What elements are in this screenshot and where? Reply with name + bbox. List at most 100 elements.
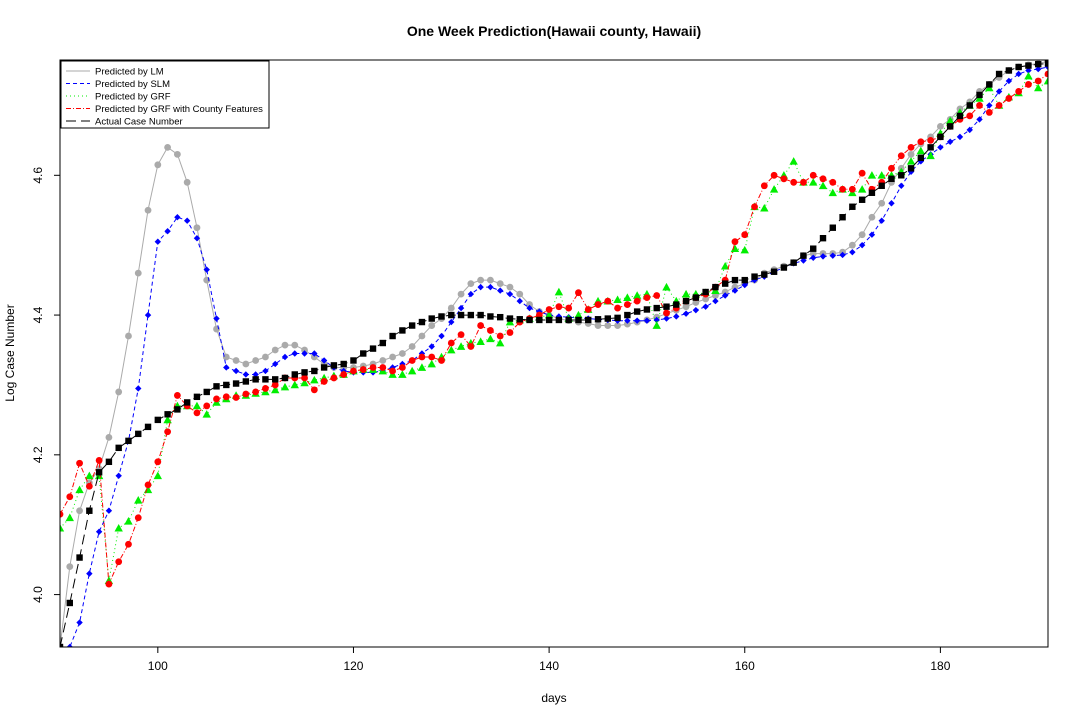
data-point — [673, 301, 680, 308]
plot-area — [57, 60, 1048, 667]
data-point — [477, 322, 485, 329]
data-point — [57, 661, 63, 667]
data-point — [702, 288, 709, 296]
data-point — [262, 385, 269, 392]
data-point — [790, 259, 797, 266]
data-point — [252, 376, 259, 383]
data-point — [134, 496, 143, 504]
data-point — [154, 161, 162, 169]
data-point — [1005, 95, 1013, 102]
data-point — [516, 316, 523, 323]
data-point — [105, 458, 113, 466]
data-point — [487, 276, 494, 284]
data-point — [800, 178, 807, 186]
data-point — [496, 280, 504, 288]
data-point — [291, 350, 298, 357]
data-point — [330, 374, 338, 382]
data-point — [663, 309, 670, 317]
data-point — [193, 409, 201, 417]
data-point — [350, 367, 357, 375]
data-point — [976, 91, 983, 99]
data-point — [907, 150, 915, 158]
data-point — [467, 343, 475, 350]
data-point — [496, 313, 504, 321]
data-point — [760, 203, 769, 212]
data-point — [222, 393, 230, 401]
data-point — [1005, 67, 1013, 74]
data-point — [927, 136, 935, 144]
data-point — [526, 301, 533, 308]
data-point — [976, 102, 983, 109]
data-point — [281, 353, 289, 361]
data-point — [731, 283, 739, 291]
data-point — [673, 313, 680, 320]
data-point — [66, 563, 74, 571]
chart-title: One Week Prediction(Hawaii county, Hawai… — [407, 23, 701, 39]
data-point — [281, 341, 289, 349]
data-point — [633, 297, 641, 305]
series-actual-case-number — [60, 60, 1048, 647]
data-point — [946, 138, 954, 145]
data-point — [809, 171, 817, 179]
data-point — [878, 182, 885, 189]
data-point — [428, 315, 435, 322]
data-point — [457, 290, 465, 298]
data-point — [448, 311, 455, 319]
data-point — [545, 316, 553, 324]
data-point — [95, 528, 103, 535]
data-point — [144, 423, 152, 431]
data-point — [829, 224, 836, 231]
data-point — [252, 371, 259, 378]
data-point — [447, 345, 456, 354]
data-point — [360, 350, 367, 357]
data-point — [379, 357, 387, 364]
data-point — [937, 144, 944, 151]
data-point — [86, 507, 93, 514]
data-point — [428, 343, 435, 350]
data-point — [174, 406, 181, 413]
data-point — [496, 332, 504, 340]
y-tick-label: 4.6 — [31, 167, 45, 184]
data-point — [252, 357, 260, 364]
data-point — [555, 316, 563, 324]
data-point — [956, 112, 964, 120]
data-point — [839, 251, 846, 259]
data-point — [311, 350, 318, 357]
data-point — [1025, 67, 1032, 74]
data-point — [907, 143, 915, 151]
series-predicted-by-lm — [60, 60, 1048, 647]
data-point — [1034, 77, 1042, 85]
data-point — [554, 287, 564, 296]
data-point — [144, 311, 152, 319]
data-point — [1015, 70, 1022, 78]
series-predicted-by-grf — [60, 71, 1048, 584]
data-point — [623, 320, 631, 328]
y-tick-label: 4.4 — [31, 306, 45, 323]
data-point — [574, 310, 583, 319]
data-point — [516, 290, 524, 298]
data-point — [769, 185, 779, 193]
data-point — [164, 228, 171, 235]
data-point — [741, 281, 748, 289]
data-point — [1015, 63, 1022, 71]
data-point — [1035, 60, 1042, 68]
data-point — [917, 138, 925, 146]
data-point — [291, 371, 298, 378]
data-point — [114, 524, 123, 532]
data-point — [125, 437, 132, 445]
data-point — [477, 311, 484, 319]
data-point — [496, 287, 504, 294]
data-point — [506, 283, 514, 291]
data-point — [1025, 62, 1032, 69]
data-point — [878, 217, 885, 224]
data-point — [888, 200, 895, 207]
data-point — [281, 374, 289, 382]
data-point — [301, 369, 308, 376]
data-point — [858, 169, 866, 177]
data-point — [594, 316, 602, 323]
data-point — [916, 146, 926, 155]
data-point — [262, 376, 269, 383]
data-point — [594, 301, 602, 308]
data-point — [389, 353, 396, 361]
